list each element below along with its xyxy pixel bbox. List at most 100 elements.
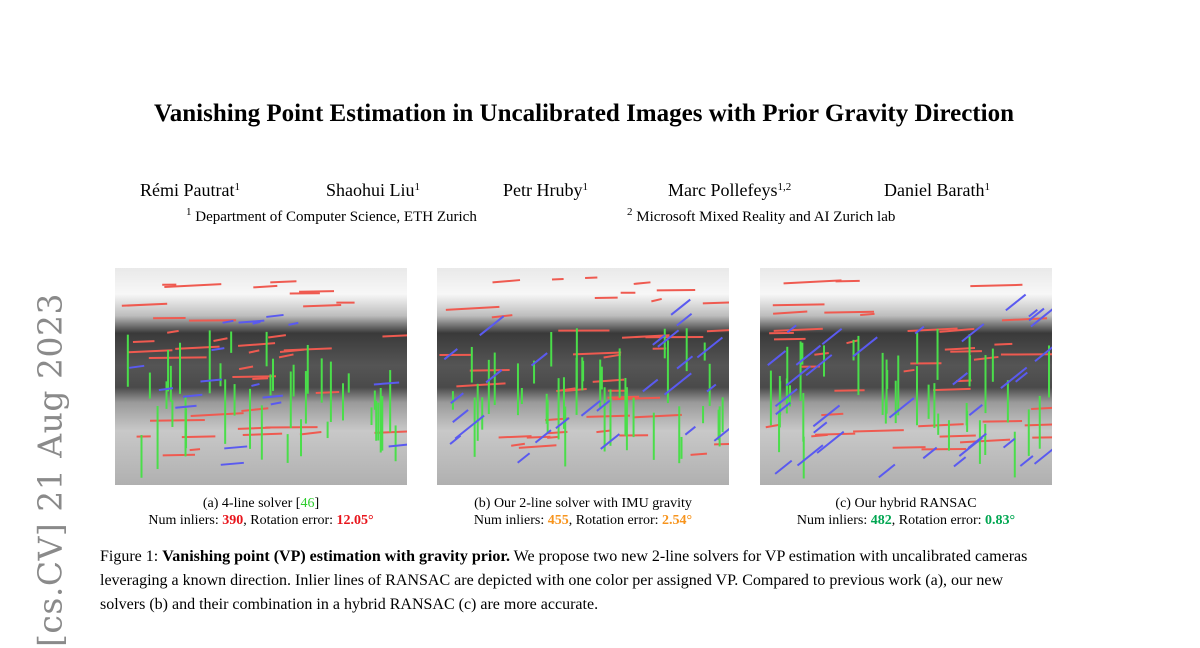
author-name: Rémi Pautrat <box>140 180 235 200</box>
vp-inlier-line <box>767 350 787 366</box>
vp-inlier-line <box>534 429 552 444</box>
vp-inlier-line <box>596 429 610 434</box>
vp-inlier-line <box>1024 423 1052 427</box>
vp-inlier-line <box>479 315 505 337</box>
vp-inlier-line <box>262 394 283 399</box>
vp-lines-overlay <box>765 279 1052 479</box>
vp-inlier-line <box>132 340 155 344</box>
vp-inlier-line <box>684 425 696 436</box>
vp-inlier-line <box>834 389 865 392</box>
vp-inlier-line <box>696 336 724 359</box>
vp-inlier-line <box>572 351 622 356</box>
vp-inlier-line <box>222 319 234 324</box>
vp-inlier-line <box>251 382 260 387</box>
vp-inlier-line <box>795 344 822 366</box>
vp-inlier-line <box>603 353 622 359</box>
vp-inlier-line <box>128 349 173 354</box>
vp-inlier-line <box>596 399 611 412</box>
vp-inlier-line <box>816 430 845 454</box>
vp-inlier-line <box>189 448 201 452</box>
vp-inlier-line <box>454 421 476 440</box>
vp-inlier-line <box>485 369 503 384</box>
author-affiliation: 1 <box>234 181 240 193</box>
vp-inlier-line <box>1030 308 1052 328</box>
inliers-value: 455 <box>547 513 569 528</box>
vp-inlier-line <box>303 303 342 308</box>
vp-inlier-line <box>517 452 531 464</box>
vp-lines-overlay <box>121 280 407 478</box>
vp-inlier-line <box>224 445 248 450</box>
vp-inlier-line <box>498 435 532 439</box>
vp-inlier-line <box>164 283 222 289</box>
vp-inlier-line <box>547 430 568 435</box>
figure-image-a <box>115 268 407 485</box>
vp-inlier-line <box>586 414 630 418</box>
subfigure-label: (a) 4-line solver [ <box>202 496 301 511</box>
vp-inlier-line <box>1000 366 1028 389</box>
vp-inlier-line <box>773 310 808 315</box>
affiliation: 1 Department of Computer Science, ETH Zu… <box>186 207 477 226</box>
vp-inlier-line <box>939 327 975 333</box>
vp-inlier-line <box>821 412 844 417</box>
vp-inlier-line <box>200 378 222 383</box>
figure-number: Figure 1: <box>100 548 163 565</box>
vp-inlier-line <box>846 339 859 345</box>
vp-inlier-line <box>1028 307 1045 322</box>
vp-inlier-line <box>551 277 564 281</box>
vp-inlier-line <box>702 301 729 305</box>
vp-inlier-line <box>852 336 878 358</box>
vp-inlier-line <box>772 303 825 307</box>
figure-caption-bold: Vanishing point (VP) estimation with gra… <box>162 548 510 565</box>
vp-inlier-line <box>706 383 717 393</box>
vp-inlier-line <box>443 348 458 361</box>
vp-inlier-line <box>129 364 145 369</box>
vp-inlier-line <box>278 353 294 359</box>
vp-inlier-line <box>622 334 670 339</box>
vp-inlier-line <box>892 446 926 449</box>
vp-inlier-line <box>299 431 322 436</box>
vp-inlier-line <box>968 404 983 416</box>
vp-inlier-line <box>530 352 548 367</box>
affiliation-text: Department of Computer Science, ETH Zuri… <box>195 209 477 225</box>
vp-inlier-line <box>270 280 297 284</box>
vp-inlier-line <box>953 456 967 468</box>
vp-inlier-line <box>632 413 682 419</box>
citation-link[interactable]: 46 <box>300 496 315 511</box>
author-affiliation: 1 <box>414 181 421 193</box>
affiliation-text: Microsoft Mixed Reality and AI Zurich la… <box>636 209 896 225</box>
author-name: Petr Hruby <box>503 180 583 200</box>
vp-inlier-line <box>241 407 269 412</box>
vp-inlier-line <box>449 434 462 445</box>
vp-inlier-line <box>812 404 841 428</box>
subfigure-label-end: ] <box>314 496 320 511</box>
subfigure-label: (b) Our 2-line solver with IMU gravity <box>474 496 692 511</box>
vp-inlier-line <box>388 443 407 448</box>
vp-inlier-line <box>213 337 228 342</box>
inliers-value: 390 <box>222 513 244 528</box>
vp-inlier-line <box>1005 293 1027 312</box>
rotation-error-value: 12.05° <box>336 513 374 528</box>
vp-inlier-line <box>237 426 271 430</box>
vp-inlier-line <box>175 404 197 409</box>
vp-inlier-line <box>774 459 793 475</box>
vp-inlier-line <box>1015 371 1028 383</box>
author: Rémi Pautrat1 <box>140 180 240 201</box>
author: Shaohui Liu1 <box>326 180 420 201</box>
vp-inlier-line <box>612 396 661 401</box>
vp-inlier-line <box>266 313 284 318</box>
vp-inlier-line <box>950 350 982 353</box>
vp-inlier-line <box>765 423 781 429</box>
inliers-label: Num inliers: <box>796 513 871 528</box>
vp-inlier-line <box>958 436 983 457</box>
vp-inlier-line <box>121 302 168 307</box>
vp-inlier-line <box>813 421 828 434</box>
vp-inlier-line <box>456 382 506 388</box>
subfigure-caption-c: (c) Our hybrid RANSAC Num inliers: 482, … <box>736 495 1076 529</box>
vp-inlier-line <box>783 279 842 285</box>
vp-inlier-line <box>252 320 261 325</box>
vp-inlier-line <box>786 324 797 334</box>
vp-inlier-line <box>518 444 557 449</box>
figure-caption-text: We propose two new 2-line solvers for VP… <box>100 548 1028 613</box>
vp-inlier-line <box>511 442 525 447</box>
vp-inlier-line <box>853 429 904 433</box>
